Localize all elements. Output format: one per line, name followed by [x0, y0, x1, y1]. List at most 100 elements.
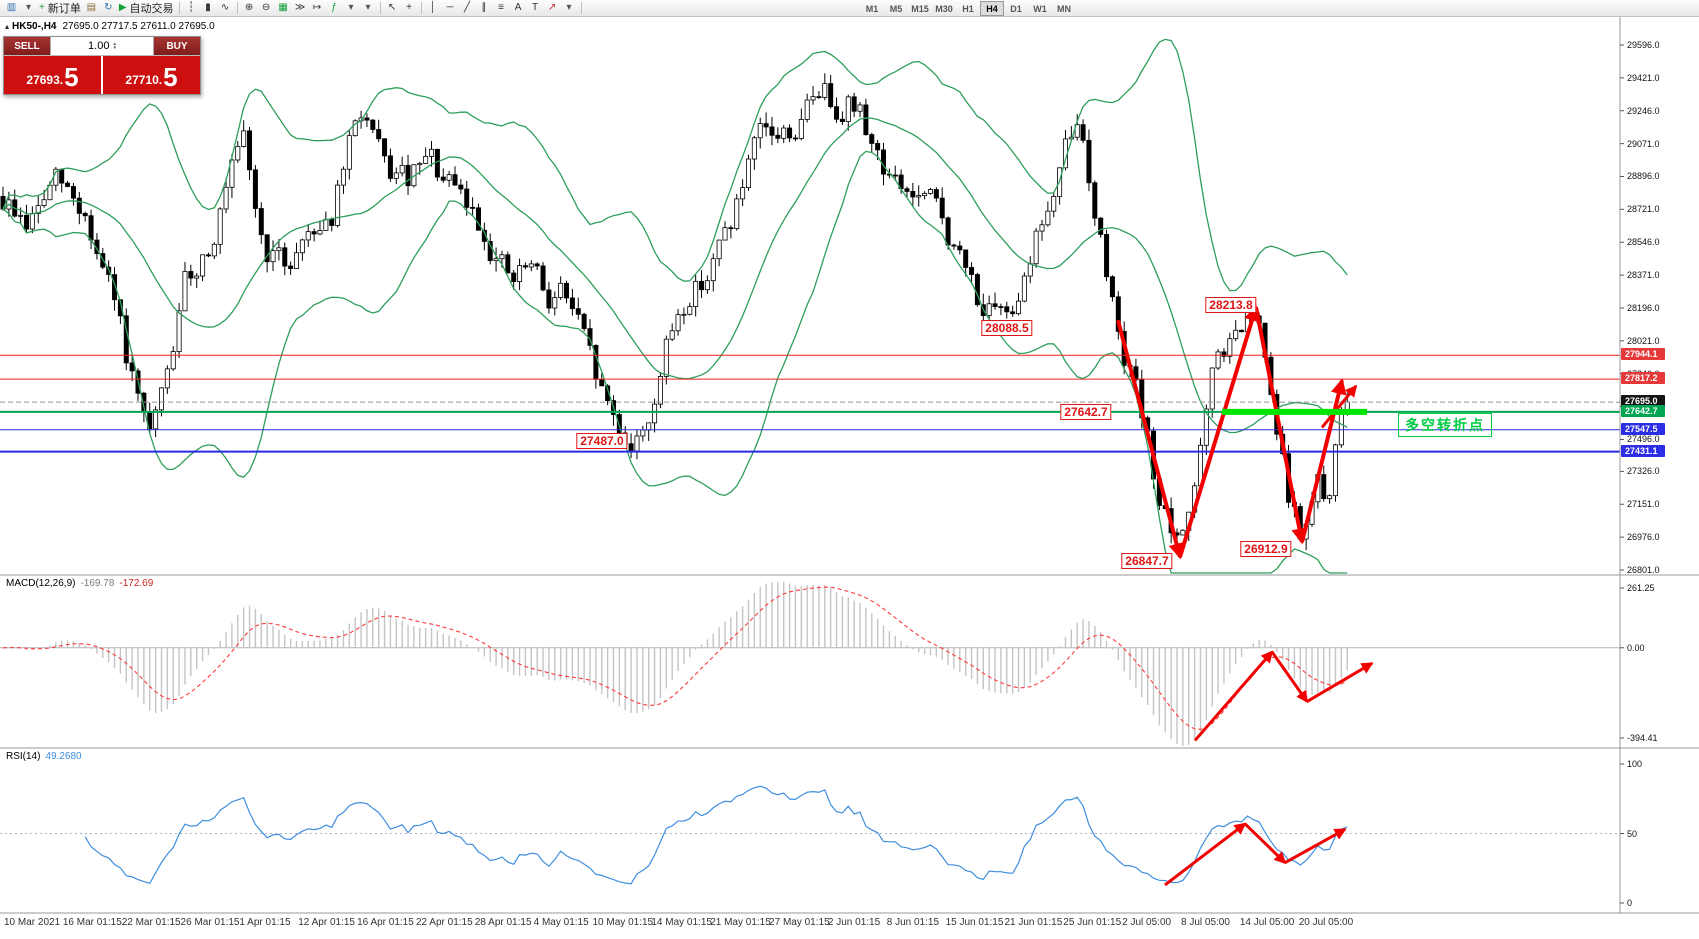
arrows-button[interactable]: ↗ — [544, 1, 561, 16]
rsi-trend-arrow[interactable] — [1284, 828, 1347, 865]
grid-icon: ▦ — [278, 2, 288, 13]
layout-icon: ▤ — [86, 2, 97, 13]
price-callout[interactable]: 27487.0 — [576, 433, 628, 450]
toolbar: ▥ ▾ + 新订单 ▤ ↻ ▶ 自动交易 ┆ ▮ ∿ ⊕ ⊖ ▦ ≫ ↦ ƒ ▾ ▾ ↖ + │ ─ ╱ ∥ ≡ A T ↗ ▾ M1 M5… — [0, 0, 1699, 17]
chevron-down-icon: ▾ — [25, 2, 32, 13]
price-callout[interactable]: 27642.7 — [1060, 403, 1112, 420]
cursor-button[interactable]: ↖ — [384, 1, 401, 16]
time-axis-label: 14 Jul 05:00 — [1239, 917, 1295, 928]
trend-arrow[interactable] — [1178, 304, 1260, 558]
text-button[interactable]: A — [510, 1, 527, 16]
toolbar-separator — [379, 2, 381, 14]
volume-input[interactable]: 1.00 ▴ ▾ — [50, 37, 154, 55]
timeframe-m1-button[interactable]: M1 — [865, 3, 879, 14]
price-axis[interactable] — [1620, 17, 1699, 913]
price-tag: 27944.1 — [1621, 348, 1665, 361]
refresh-icon: ↻ — [104, 2, 113, 13]
trendline-button[interactable]: ╱ — [459, 1, 476, 16]
price-axis-label: 29246.0 — [1627, 105, 1660, 116]
time-axis-label: 16 Apr 01:15 — [357, 917, 414, 928]
auto-scroll-button[interactable]: ≫ — [292, 1, 309, 16]
timeframe-h1-button[interactable]: H1 — [962, 3, 974, 14]
price-axis-label: 28371.0 — [1627, 270, 1660, 281]
time-axis-label: 10 Mar 2021 — [4, 917, 61, 928]
refresh-button[interactable]: ↻ — [100, 1, 117, 16]
fast-forward-icon: ≫ — [294, 2, 306, 13]
periods-dropdown-button[interactable]: ▾ — [360, 1, 377, 16]
timeframe-m5-button[interactable]: M5 — [889, 3, 903, 14]
indicators-button[interactable]: ƒ — [326, 1, 343, 16]
macd-trend-arrow[interactable] — [1270, 651, 1309, 704]
time-axis-label: 27 May 01:15 — [769, 917, 830, 928]
drawn-annotations[interactable] — [1116, 304, 1374, 887]
chart-dropdown-button[interactable]: ▾ — [20, 1, 37, 16]
trend-arrow[interactable] — [1300, 378, 1347, 543]
sell-price-button[interactable]: 27693. 5 — [4, 56, 101, 94]
timeframe-d1-button[interactable]: D1 — [1010, 3, 1022, 14]
price-callout[interactable]: 28088.5 — [981, 320, 1033, 337]
volume-value: 1.00 — [88, 40, 110, 52]
tile-windows-button[interactable]: ▦ — [275, 1, 292, 16]
price-callout[interactable]: 26847.7 — [1121, 553, 1173, 570]
macd-value-main: -169.78 — [80, 578, 115, 589]
horizontal-line-button[interactable]: ─ — [442, 1, 459, 16]
chevron-down-icon: ▾ — [566, 2, 572, 13]
shapes-dropdown-button[interactable]: ▾ — [561, 1, 578, 16]
label-button[interactable]: T — [527, 1, 544, 16]
symbol-marker-icon: ▴ — [5, 22, 10, 31]
indicators-dropdown-button[interactable]: ▾ — [343, 1, 360, 16]
price-axis-label: 28721.0 — [1627, 204, 1660, 215]
buy-button[interactable]: BUY — [154, 37, 200, 55]
chart-shift-button[interactable]: ↦ — [309, 1, 326, 16]
volume-spinner[interactable]: ▴ ▾ — [113, 41, 116, 51]
candles-icon: ▮ — [205, 2, 211, 13]
buy-price-button[interactable]: 27710. 5 — [103, 56, 200, 94]
price-axis-label: 29071.0 — [1627, 138, 1660, 149]
time-axis-label: 2 Jul 05:00 — [1122, 917, 1172, 928]
time-axis-label: 15 Jun 01:15 — [945, 917, 1004, 928]
spinner-up-icon[interactable]: ▴ — [113, 41, 116, 47]
line-chart-button[interactable]: ∿ — [217, 1, 234, 16]
auto-trading-button[interactable]: ▶ 自动交易 — [117, 1, 176, 16]
timeframe-m30-button[interactable]: M30 — [935, 3, 953, 14]
price-axis-label: 26801.0 — [1627, 565, 1660, 575]
fibonacci-button[interactable]: ≡ — [493, 1, 510, 16]
time-axis-label: 20 Jul 05:00 — [1298, 917, 1354, 928]
bar-chart-button[interactable]: ┆ — [183, 1, 200, 16]
buy-price-big-digit: 5 — [163, 62, 178, 92]
rsi-value: 49.2680 — [45, 751, 82, 762]
toolbar-separator — [580, 2, 582, 14]
bollinger-upper — [2, 38, 1348, 292]
timeframe-mn-button[interactable]: MN — [1057, 3, 1071, 14]
vertical-line-button[interactable]: │ — [425, 1, 442, 16]
timeframe-w1-button[interactable]: W1 — [1033, 3, 1047, 14]
price-callout[interactable]: 28213.8 — [1205, 296, 1257, 313]
spinner-down-icon[interactable]: ▾ — [113, 45, 116, 51]
channel-button[interactable]: ∥ — [476, 1, 493, 16]
trend-arrow[interactable] — [1116, 319, 1185, 560]
rsi-trend-arrow[interactable] — [1164, 822, 1247, 887]
profiles-button[interactable]: ▤ — [83, 1, 100, 16]
arrow-icon: ↗ — [547, 2, 557, 13]
new-order-button[interactable]: + 新订单 — [37, 1, 83, 16]
zoom-in-button[interactable]: ⊕ — [241, 1, 258, 16]
price-tag: 27695.0 — [1621, 395, 1665, 408]
price-tag: 27431.1 — [1621, 444, 1665, 457]
rsi-trend-arrow[interactable] — [1243, 822, 1287, 864]
candle-chart-button[interactable]: ▮ — [200, 1, 217, 16]
macd-trend-arrow[interactable] — [1306, 662, 1374, 703]
price-axis-label: 28546.0 — [1627, 237, 1660, 248]
timeframe-m15-button[interactable]: M15 — [911, 3, 929, 14]
sell-button[interactable]: SELL — [4, 37, 50, 55]
crosshair-button[interactable]: + — [401, 1, 418, 16]
timeframe-h4-button[interactable]: H4 — [980, 1, 1004, 16]
macd-signal-line — [2, 586, 1348, 730]
trend-arrow[interactable] — [1254, 306, 1308, 545]
zoom-out-button[interactable]: ⊖ — [258, 1, 275, 16]
macd-trend-arrow[interactable] — [1193, 650, 1274, 742]
turning-point-note[interactable]: 多空转折点 — [1398, 412, 1492, 437]
new-chart-button[interactable]: ▥ — [3, 1, 20, 16]
trend-arrow-small[interactable] — [1320, 384, 1358, 429]
price-callout[interactable]: 26912.9 — [1240, 540, 1292, 557]
